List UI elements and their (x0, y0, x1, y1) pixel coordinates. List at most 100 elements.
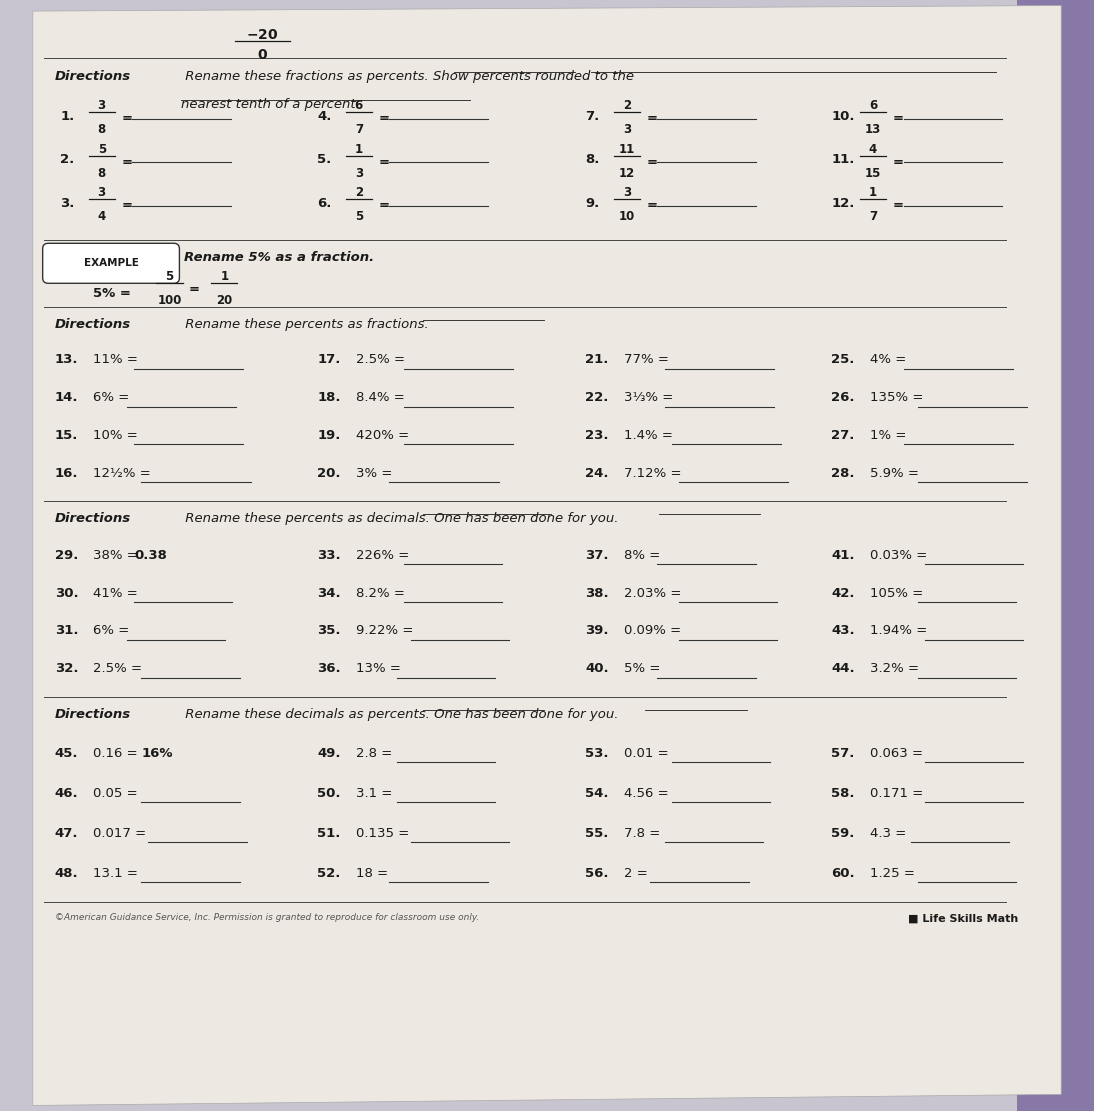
Text: =: = (647, 112, 657, 126)
Text: 0.171 =: 0.171 = (870, 787, 923, 800)
Text: 0.03% =: 0.03% = (870, 549, 927, 562)
Text: =: = (188, 283, 199, 297)
Text: 13% =: 13% = (356, 662, 400, 675)
Text: 2.: 2. (60, 153, 74, 167)
Text: Directions: Directions (55, 318, 131, 331)
Text: 6% =: 6% = (93, 391, 129, 404)
Text: 3: 3 (97, 186, 106, 199)
Text: 7.: 7. (585, 110, 600, 123)
Text: 2.5% =: 2.5% = (356, 353, 405, 367)
Text: 0.16 =: 0.16 = (93, 747, 138, 760)
Text: 28.: 28. (831, 467, 854, 480)
Text: 7: 7 (354, 123, 363, 137)
Text: 21.: 21. (585, 353, 608, 367)
Text: 8: 8 (97, 123, 106, 137)
Text: 226% =: 226% = (356, 549, 409, 562)
Text: 13: 13 (865, 123, 881, 137)
Text: 4: 4 (869, 142, 877, 156)
Polygon shape (1017, 0, 1094, 1111)
Text: 0: 0 (258, 48, 267, 62)
Text: =: = (379, 199, 389, 212)
Text: 15: 15 (865, 167, 881, 180)
Text: =: = (647, 156, 657, 169)
Text: 8: 8 (97, 167, 106, 180)
Text: 44.: 44. (831, 662, 856, 675)
Text: 3: 3 (622, 186, 631, 199)
Text: 5.: 5. (317, 153, 331, 167)
Text: =: = (121, 199, 132, 212)
Text: 2 =: 2 = (624, 867, 648, 880)
Text: 18.: 18. (317, 391, 340, 404)
Text: 9.22% =: 9.22% = (356, 624, 412, 638)
Text: 2: 2 (622, 99, 631, 112)
Text: 25.: 25. (831, 353, 854, 367)
Text: 12: 12 (619, 167, 635, 180)
Text: 11% =: 11% = (93, 353, 138, 367)
Text: 0.05 =: 0.05 = (93, 787, 138, 800)
Text: =: = (893, 156, 904, 169)
Text: 18 =: 18 = (356, 867, 387, 880)
Polygon shape (33, 6, 1061, 1105)
Text: 6% =: 6% = (93, 624, 129, 638)
Text: 3.: 3. (60, 197, 74, 210)
Text: 105% =: 105% = (870, 587, 923, 600)
Text: 49.: 49. (317, 747, 340, 760)
Text: 10.: 10. (831, 110, 854, 123)
Text: 11: 11 (619, 142, 635, 156)
Text: 3: 3 (354, 167, 363, 180)
Text: 8.4% =: 8.4% = (356, 391, 405, 404)
Text: 39.: 39. (585, 624, 608, 638)
Text: 8.2% =: 8.2% = (356, 587, 405, 600)
Text: =: = (121, 112, 132, 126)
Text: 17.: 17. (317, 353, 340, 367)
Text: 8% =: 8% = (624, 549, 660, 562)
Text: 32.: 32. (55, 662, 78, 675)
Text: 2.8 =: 2.8 = (356, 747, 392, 760)
Text: 12.: 12. (831, 197, 854, 210)
Text: Rename these percents as decimals. One has been done for you.: Rename these percents as decimals. One h… (181, 512, 618, 526)
FancyBboxPatch shape (43, 243, 179, 283)
Text: 37.: 37. (585, 549, 608, 562)
Text: 5: 5 (165, 270, 174, 283)
Text: 4% =: 4% = (870, 353, 906, 367)
Text: 34.: 34. (317, 587, 341, 600)
Text: 7.12% =: 7.12% = (624, 467, 682, 480)
Text: Rename these decimals as percents. One has been done for you.: Rename these decimals as percents. One h… (181, 708, 618, 721)
Text: 3.1 =: 3.1 = (356, 787, 392, 800)
Text: 0.063 =: 0.063 = (870, 747, 922, 760)
Text: 1.25 =: 1.25 = (870, 867, 915, 880)
Text: 5: 5 (97, 142, 106, 156)
Text: 23.: 23. (585, 429, 608, 442)
Text: nearest tenth of a percent.: nearest tenth of a percent. (181, 98, 360, 111)
Text: 46.: 46. (55, 787, 79, 800)
Text: Directions: Directions (55, 512, 131, 526)
Text: ■ Life Skills Math: ■ Life Skills Math (908, 913, 1019, 923)
Text: 51.: 51. (317, 827, 340, 840)
Text: 0.38: 0.38 (135, 549, 167, 562)
Text: 6: 6 (869, 99, 877, 112)
Text: 27.: 27. (831, 429, 854, 442)
Text: 2: 2 (354, 186, 363, 199)
Text: 1: 1 (869, 186, 877, 199)
Text: 13.: 13. (55, 353, 78, 367)
Text: 1.94% =: 1.94% = (870, 624, 927, 638)
Text: 1.: 1. (60, 110, 74, 123)
Text: 20: 20 (217, 294, 232, 308)
Text: 0.09% =: 0.09% = (624, 624, 680, 638)
Text: $\mathregular{-20}$: $\mathregular{-20}$ (246, 28, 279, 42)
Text: 35.: 35. (317, 624, 340, 638)
Text: 40.: 40. (585, 662, 609, 675)
Text: 33.: 33. (317, 549, 341, 562)
Text: 31.: 31. (55, 624, 78, 638)
Text: 2.03% =: 2.03% = (624, 587, 680, 600)
Text: Directions: Directions (55, 708, 131, 721)
Text: 1.4% =: 1.4% = (624, 429, 673, 442)
Text: 1% =: 1% = (870, 429, 906, 442)
Text: 14.: 14. (55, 391, 78, 404)
Text: 10% =: 10% = (93, 429, 138, 442)
Text: 55.: 55. (585, 827, 608, 840)
Text: 3⅓% =: 3⅓% = (624, 391, 673, 404)
Text: 15.: 15. (55, 429, 78, 442)
Text: 6: 6 (354, 99, 363, 112)
Text: 41% =: 41% = (93, 587, 138, 600)
